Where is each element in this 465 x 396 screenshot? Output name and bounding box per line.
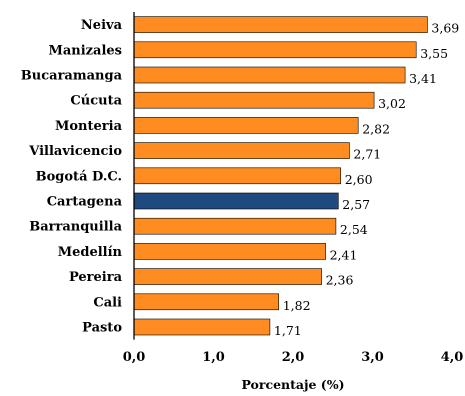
bar-bucaramanga xyxy=(133,66,406,84)
category-label-monteria: Monteria xyxy=(55,119,123,134)
category-label-cartagena: Cartagena xyxy=(47,195,123,210)
value-label-neiva: 3,69 xyxy=(431,21,459,36)
category-label-villavicencio: Villavicencio xyxy=(28,144,122,159)
value-labels: 3,69 3,55 3,413,02 2,82 2,71 2,60 2,57 2,54 2,41… xyxy=(274,21,459,338)
value-label-bogota-d-c: 2,60 xyxy=(345,172,373,187)
category-labels: Neiva Manizales Bucaramanga Cúcuta Monteria V… xyxy=(21,18,123,335)
bars-group xyxy=(133,16,428,336)
value-label-pereira: 2,36 xyxy=(326,273,354,288)
bar-cali xyxy=(133,293,279,311)
category-label-pereira: Pereira xyxy=(69,270,123,285)
category-label-neiva: Neiva xyxy=(81,18,123,33)
bar-manizales xyxy=(133,41,417,59)
x-tick-label: 3,0 xyxy=(361,350,384,365)
category-label-medellin: Medellín xyxy=(58,245,123,260)
x-axis-title: Porcentaje (%) xyxy=(241,377,344,392)
bar-monteria xyxy=(133,117,359,134)
bar-pasto xyxy=(133,318,271,336)
category-label-manizales: Manizales xyxy=(48,43,122,58)
bar-pereira xyxy=(133,268,322,285)
category-label-barranquilla: Barranquilla xyxy=(29,220,122,235)
bar-neiva xyxy=(133,16,428,33)
category-label-cali: Cali xyxy=(93,295,122,310)
value-label-monteria: 2,82 xyxy=(362,121,390,136)
value-label-bucaramanga: 3,41 xyxy=(409,71,437,86)
value-label-cucuta: 3,02 xyxy=(378,96,406,111)
category-label-bogota-d-c: Bogotá D.C. xyxy=(36,169,122,184)
value-label-barranquilla: 2,54 xyxy=(340,222,368,237)
value-label-villavicencio: 2,71 xyxy=(353,147,381,162)
bar-cartagena xyxy=(133,192,339,210)
x-tick-label: 0,0 xyxy=(123,350,146,365)
bar-villavicencio xyxy=(133,142,350,159)
bar-bogota-d-c xyxy=(133,167,341,185)
category-label-bucaramanga: Bucaramanga xyxy=(21,69,123,84)
category-label-cucuta: Cúcuta xyxy=(70,94,122,109)
x-tick-label: 1,0 xyxy=(202,350,225,365)
x-tick-label: 4,0 xyxy=(441,350,464,365)
value-label-cartagena: 2,57 xyxy=(342,197,370,212)
category-label-pasto: Pasto xyxy=(82,321,122,336)
bar-barranquilla xyxy=(133,217,337,235)
value-label-manizales: 3,55 xyxy=(420,46,448,61)
x-tick-label: 2,0 xyxy=(282,350,305,365)
value-label-pasto: 1,71 xyxy=(274,323,302,338)
value-label-medellin: 2,41 xyxy=(330,247,358,262)
bar-cucuta xyxy=(133,91,375,109)
bar-medellin xyxy=(133,243,326,260)
x-tick-labels: 0,0 1,0 2,0 3,0 4,0 xyxy=(123,350,464,365)
value-label-cali: 1,82 xyxy=(283,298,311,313)
